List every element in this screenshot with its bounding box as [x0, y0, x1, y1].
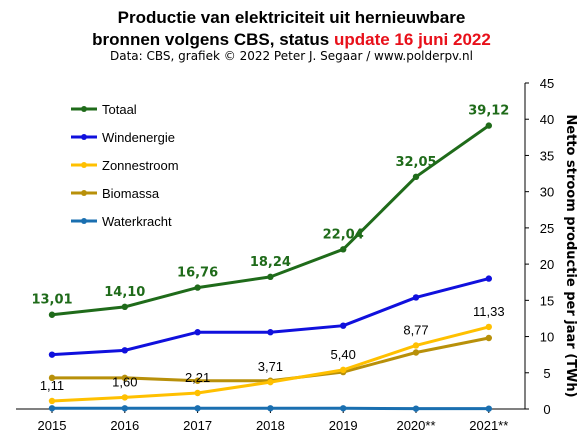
- data-point: [267, 329, 274, 336]
- data-label: 11,33: [473, 304, 505, 319]
- data-point: [121, 405, 128, 412]
- data-point: [485, 334, 492, 342]
- legend-label: Waterkracht: [102, 214, 172, 229]
- data-point: [48, 397, 56, 405]
- data-label: 2,21: [185, 370, 210, 385]
- data-point: [267, 378, 274, 386]
- legend-marker: [81, 218, 87, 224]
- legend-label: Windenergie: [102, 130, 175, 145]
- y-tick-label: 30: [540, 185, 554, 200]
- data-point: [485, 275, 492, 282]
- data-point: [412, 349, 420, 356]
- data-label: 13,01: [31, 293, 72, 308]
- data-point: [48, 405, 56, 412]
- chart-subtitle: Data: CBS, grafiek © 2022 Peter J. Segaa…: [110, 49, 473, 63]
- data-point: [485, 405, 492, 412]
- data-point: [194, 329, 201, 336]
- data-point: [121, 374, 128, 382]
- data-label: 3,71: [258, 359, 283, 374]
- data-point: [48, 351, 56, 358]
- y-tick-label: 35: [540, 148, 554, 163]
- data-label: 16,76: [177, 266, 218, 281]
- data-point: [485, 323, 492, 331]
- legend-marker: [81, 134, 87, 140]
- data-label: 32,05: [395, 155, 436, 170]
- x-tick-label: 2015: [38, 418, 67, 433]
- data-label: 39,12: [468, 104, 509, 119]
- data-label: 22,04: [323, 227, 364, 242]
- data-point: [412, 173, 420, 181]
- chart-title-main: bronnen volgens CBS, status: [92, 30, 334, 49]
- data-point: [267, 405, 274, 412]
- legend-label: Biomassa: [102, 186, 160, 201]
- data-label: 18,24: [250, 255, 291, 270]
- y-tick-label: 15: [540, 293, 554, 308]
- y-tick-label: 0: [543, 402, 550, 417]
- data-point: [194, 405, 201, 412]
- data-point: [121, 394, 128, 401]
- data-label: 8,77: [403, 322, 428, 337]
- y-axis-label: Netto stroom productie per jaar (TWh): [563, 114, 578, 397]
- data-point: [340, 405, 347, 412]
- data-point: [194, 389, 201, 397]
- x-tick-label: 2021**: [469, 418, 508, 433]
- data-point: [48, 311, 56, 318]
- y-tick-label: 45: [540, 76, 554, 91]
- x-tick-label: 2020**: [396, 418, 435, 433]
- legend-label: Zonnestroom: [102, 158, 179, 173]
- data-point: [48, 374, 56, 382]
- x-tick-label: 2018: [256, 418, 285, 433]
- data-point: [121, 347, 128, 354]
- data-point: [485, 122, 492, 129]
- data-label: 5,40: [331, 347, 356, 362]
- y-tick-label: 20: [540, 257, 554, 272]
- data-point: [412, 294, 420, 301]
- legend-marker: [81, 162, 87, 168]
- data-point: [121, 303, 128, 311]
- x-tick-label: 2016: [110, 418, 139, 433]
- legend-marker: [81, 190, 87, 196]
- y-tick-label: 5: [543, 366, 550, 381]
- y-tick-label: 40: [540, 112, 554, 127]
- data-label: 14,10: [104, 285, 145, 300]
- data-point: [340, 322, 347, 329]
- data-point: [267, 273, 274, 281]
- legend-marker: [81, 106, 87, 112]
- data-label: 1,11: [40, 378, 64, 393]
- x-tick-label: 2019: [329, 418, 358, 433]
- data-point: [194, 284, 201, 291]
- data-point: [340, 366, 347, 374]
- y-tick-label: 25: [540, 221, 554, 236]
- data-point: [194, 377, 201, 384]
- data-label: 1,60: [112, 374, 137, 389]
- data-point: [412, 342, 420, 349]
- y-tick-label: 10: [540, 330, 554, 345]
- x-tick-label: 2017: [183, 418, 212, 433]
- chart-title-line1: Productie van elektriciteit uit hernieuw…: [117, 8, 466, 27]
- legend-label: Totaal: [102, 102, 137, 117]
- data-point: [412, 405, 420, 412]
- data-point: [340, 246, 347, 253]
- chart-title-update: update 16 juni 2022: [333, 30, 491, 49]
- chart-title-line2: bronnen volgens CBS, status update 16 ju…: [0, 30, 583, 50]
